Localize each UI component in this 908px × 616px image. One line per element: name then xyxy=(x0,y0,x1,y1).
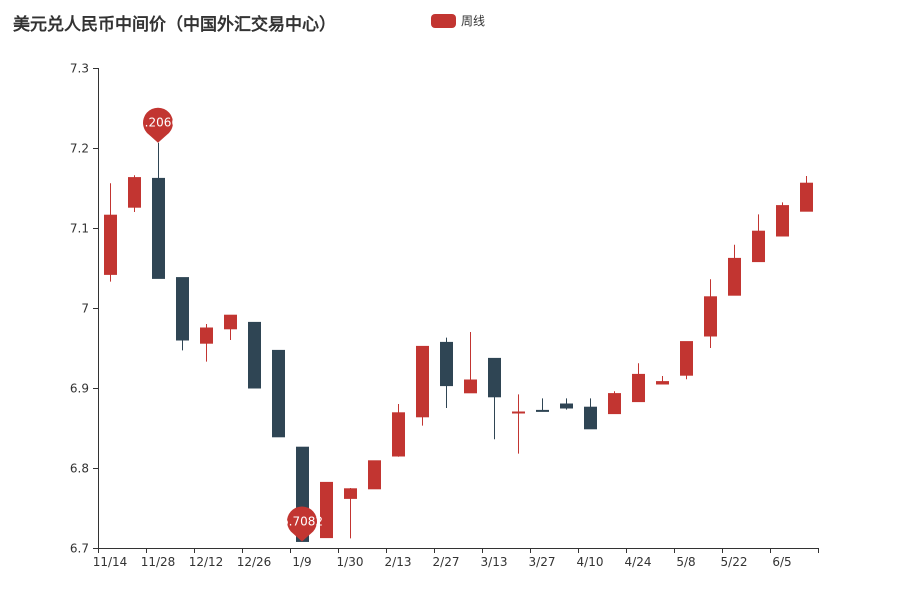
x-axis: 11/14 11/28 12/12 12/26 1/9 1/30 2/13 2/27 3/13 3… xyxy=(93,548,819,569)
candle-body xyxy=(584,406,597,430)
candle-up xyxy=(320,481,333,539)
candle-up xyxy=(104,183,117,282)
candle-up xyxy=(800,176,813,212)
x-tick-label: 6/5 xyxy=(772,555,791,569)
candle-series xyxy=(104,142,813,542)
x-tick-label: 3/27 xyxy=(529,555,556,569)
candle-down xyxy=(584,398,597,430)
candle-body xyxy=(128,177,141,208)
x-tick-label: 12/12 xyxy=(189,555,224,569)
candle-up xyxy=(776,202,789,237)
pin-icon xyxy=(143,107,174,143)
candle-body xyxy=(224,314,237,330)
candle-body xyxy=(440,341,453,387)
candle-body xyxy=(656,381,669,385)
x-tick-label: 4/24 xyxy=(625,555,652,569)
candle-up xyxy=(128,175,141,212)
x-tick-label: 1/9 xyxy=(292,555,311,569)
candle-body xyxy=(608,393,621,415)
candle-up xyxy=(608,391,621,415)
candle-body xyxy=(512,411,525,414)
x-tick-label: 11/14 xyxy=(93,555,128,569)
candle-body xyxy=(536,409,549,412)
mark-point: 7.2066 xyxy=(137,107,179,143)
x-tick-label: 12/26 xyxy=(237,555,272,569)
mark-point: 6.7082 xyxy=(281,506,323,542)
legend-label: 周线 xyxy=(461,14,486,28)
candle-up xyxy=(752,214,765,263)
candle-down xyxy=(176,277,189,351)
candle-body xyxy=(368,460,381,490)
candle-body xyxy=(632,373,645,403)
legend-swatch xyxy=(431,13,456,28)
candle-body xyxy=(272,349,285,438)
x-tick-label: 2/27 xyxy=(433,555,460,569)
candle-up xyxy=(416,345,429,426)
candle-body xyxy=(200,327,213,344)
x-tick-label: 11/28 xyxy=(141,555,176,569)
candle-body xyxy=(152,177,165,279)
candle-up xyxy=(464,332,477,394)
candle-body xyxy=(464,379,477,394)
y-tick-label: 6.8 xyxy=(70,462,89,476)
candle-down xyxy=(488,357,501,440)
mark-point-label: 6.7082 xyxy=(281,514,323,528)
candle-up xyxy=(200,324,213,362)
candle-up xyxy=(368,460,381,490)
candle-up xyxy=(704,279,717,348)
y-axis: 6.7 6.8 6.9 7 7.1 7.2 7.3 xyxy=(70,62,99,556)
candle-body xyxy=(104,214,117,275)
pin-icon xyxy=(287,506,318,542)
x-tick-label: 4/10 xyxy=(577,555,604,569)
candle-body xyxy=(800,182,813,212)
candle-down xyxy=(248,321,261,389)
candle-body xyxy=(776,205,789,237)
candle-up xyxy=(728,244,741,296)
candle-body xyxy=(704,296,717,337)
x-tick-label: 5/22 xyxy=(721,555,748,569)
x-tick-label: 1/30 xyxy=(337,555,364,569)
candle-up xyxy=(512,394,525,454)
y-tick-label: 7.2 xyxy=(70,142,89,156)
candle-down xyxy=(152,142,165,279)
x-tick-label: 3/13 xyxy=(481,555,508,569)
candle-body xyxy=(320,481,333,539)
candle-body xyxy=(560,403,573,409)
candle-up xyxy=(656,376,669,385)
y-tick-label: 7 xyxy=(81,302,89,316)
candle-body xyxy=(752,230,765,263)
candle-body xyxy=(248,321,261,389)
candle-down xyxy=(536,398,549,412)
y-tick-label: 6.7 xyxy=(70,542,89,556)
x-tick-label: 2/13 xyxy=(385,555,412,569)
candle-body xyxy=(176,277,189,341)
chart-title: 美元兑人民币中间价（中国外汇交易中心） xyxy=(13,15,336,35)
candle-up xyxy=(344,488,357,539)
candle-down xyxy=(440,337,453,408)
legend[interactable]: 周线 xyxy=(431,12,485,29)
candle-up xyxy=(680,341,693,380)
candle-up xyxy=(224,314,237,340)
candle-body xyxy=(728,257,741,296)
candle-down xyxy=(560,398,573,410)
candle-body xyxy=(488,357,501,398)
candle-down xyxy=(272,349,285,438)
y-tick-label: 7.1 xyxy=(70,222,89,236)
candle-body xyxy=(344,488,357,499)
candle-body xyxy=(392,412,405,457)
y-tick-label: 7.3 xyxy=(70,62,89,76)
x-tick-label: 5/8 xyxy=(676,555,695,569)
mark-point-label: 7.2066 xyxy=(137,116,179,130)
y-tick-label: 6.9 xyxy=(70,382,89,396)
mark-points: 7.2066 6.7082 xyxy=(137,107,323,542)
candle-body xyxy=(416,345,429,418)
candle-up xyxy=(632,363,645,403)
candle-body xyxy=(680,341,693,376)
candle-up xyxy=(392,404,405,457)
